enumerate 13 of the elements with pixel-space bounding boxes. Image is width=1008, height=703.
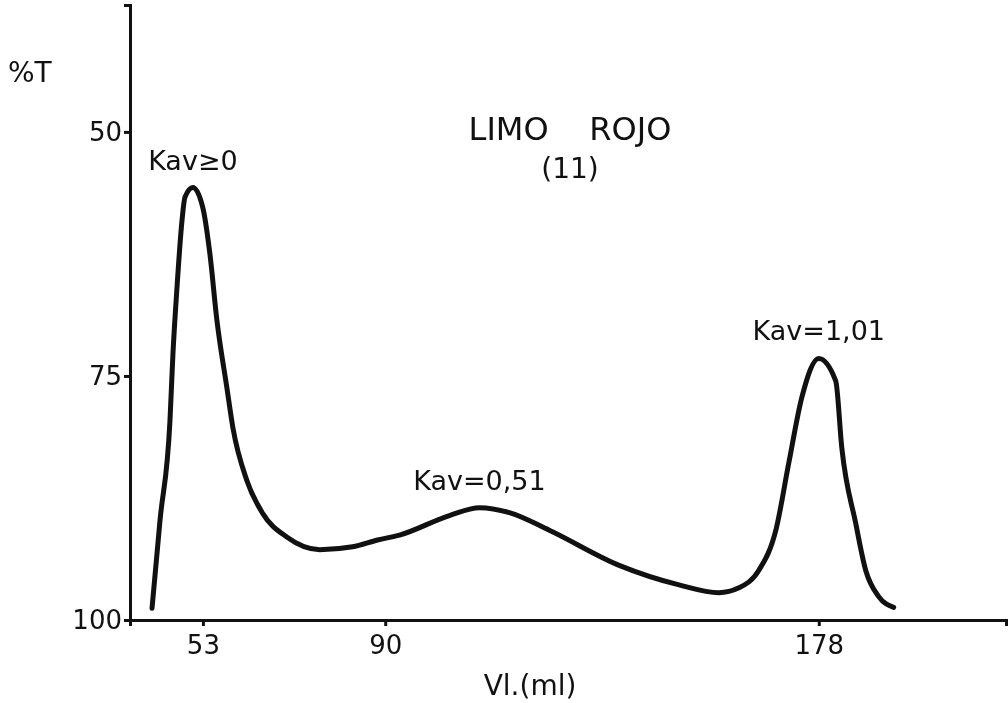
y-tick-label: 50 — [88, 116, 122, 147]
annotation: Kav=0,51 — [413, 464, 546, 496]
y-tick-label: 100 — [72, 604, 122, 635]
y-tick-label: 75 — [88, 360, 122, 391]
y-axis-title: %T — [8, 56, 53, 89]
text: LIMO ROJO — [468, 110, 672, 148]
annotation: Kav=1,01 — [752, 315, 886, 347]
annotation: Kav≥0 — [148, 144, 238, 176]
x-axis-title: Vl.(ml) — [483, 669, 577, 702]
x-tick-label: 90 — [369, 630, 403, 661]
text: (11) — [541, 152, 599, 185]
x-tick-label: 178 — [794, 630, 845, 661]
x-tick-label: 53 — [186, 630, 220, 661]
